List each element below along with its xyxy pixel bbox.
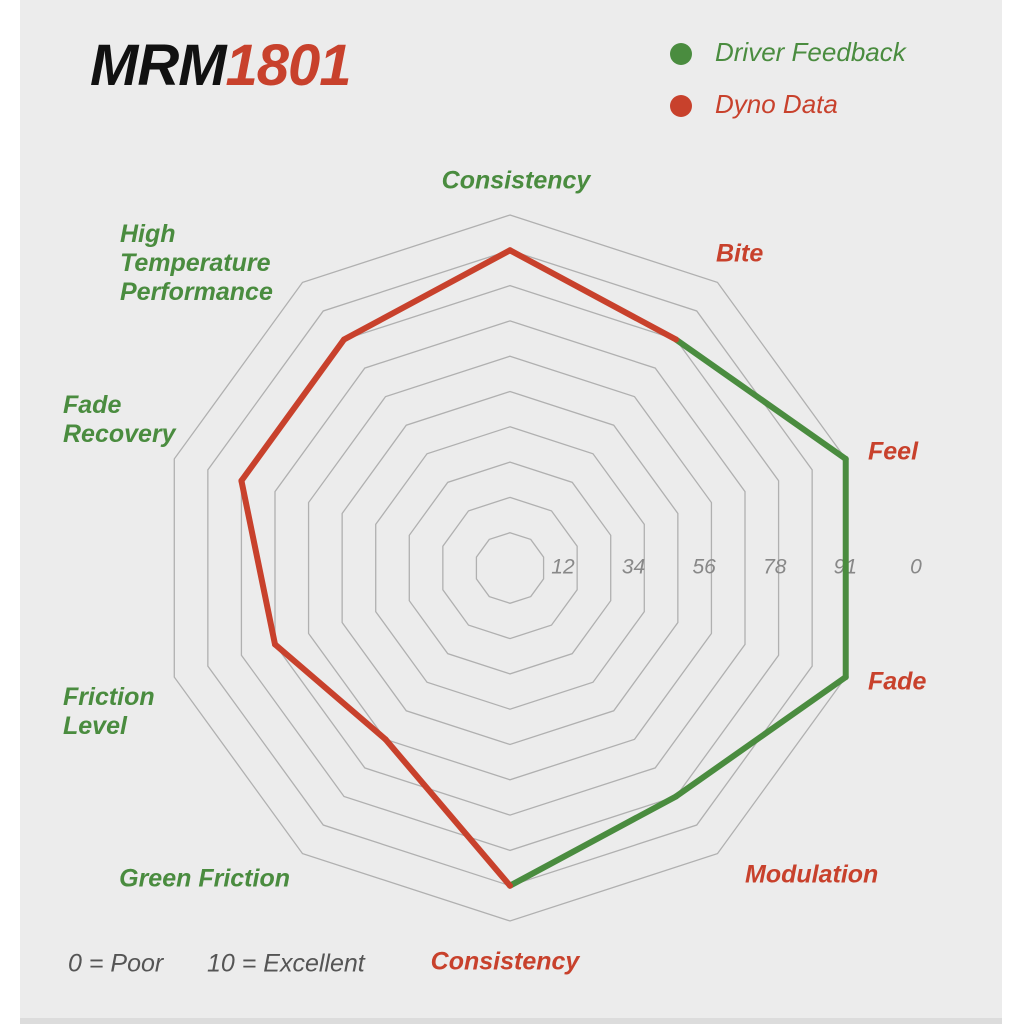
axis-label: Fade [868, 668, 926, 696]
grid-ring [475, 532, 545, 604]
note: 10 = Excellent [207, 950, 366, 978]
axis-label: Green Friction [119, 865, 290, 893]
note: 0 = Poor [68, 950, 165, 978]
tick-label: 56 [692, 556, 716, 579]
tick-label: 34 [622, 556, 645, 579]
grid-ring [307, 355, 713, 781]
grid-ring [408, 461, 612, 675]
grid-ring [442, 496, 578, 640]
logo: MRM1801 [90, 33, 351, 98]
tick-label: 0 [910, 556, 922, 579]
axis-label: Friction Level [63, 683, 155, 740]
legend-label: Dyno Data [715, 89, 838, 119]
axis-label: Consistency [442, 167, 592, 195]
logo-part: MRM [90, 33, 228, 98]
legend-swatch [670, 95, 692, 117]
legend-swatch [670, 43, 692, 65]
series-segment [238, 336, 348, 484]
series-segment [507, 247, 679, 343]
series-segment [238, 477, 278, 648]
axis-label: Modulation [745, 861, 878, 889]
bottom-strip [20, 1018, 1002, 1024]
axis-label: Bite [716, 240, 763, 268]
axis-label: Feel [868, 438, 919, 466]
tick-label: 78 [763, 556, 787, 579]
series-segment [271, 641, 389, 743]
axis-label: Consistency [431, 948, 581, 976]
grid-ring [375, 426, 645, 710]
series-segment [341, 247, 513, 343]
axis-label: High Temperature Performance [120, 220, 273, 306]
grid-ring [173, 214, 847, 922]
tick-label: 12 [551, 556, 575, 579]
panel [20, 0, 1002, 1018]
axis-label: Fade Recovery [63, 391, 177, 448]
logo-part: 1801 [226, 33, 351, 98]
series-segment [507, 793, 679, 889]
series-segment [672, 336, 849, 462]
grid-ring [274, 320, 746, 816]
grid-ring [341, 390, 679, 746]
series-segment [382, 736, 513, 889]
series-segment [672, 674, 849, 800]
legend-label: Driver Feedback [715, 37, 908, 67]
